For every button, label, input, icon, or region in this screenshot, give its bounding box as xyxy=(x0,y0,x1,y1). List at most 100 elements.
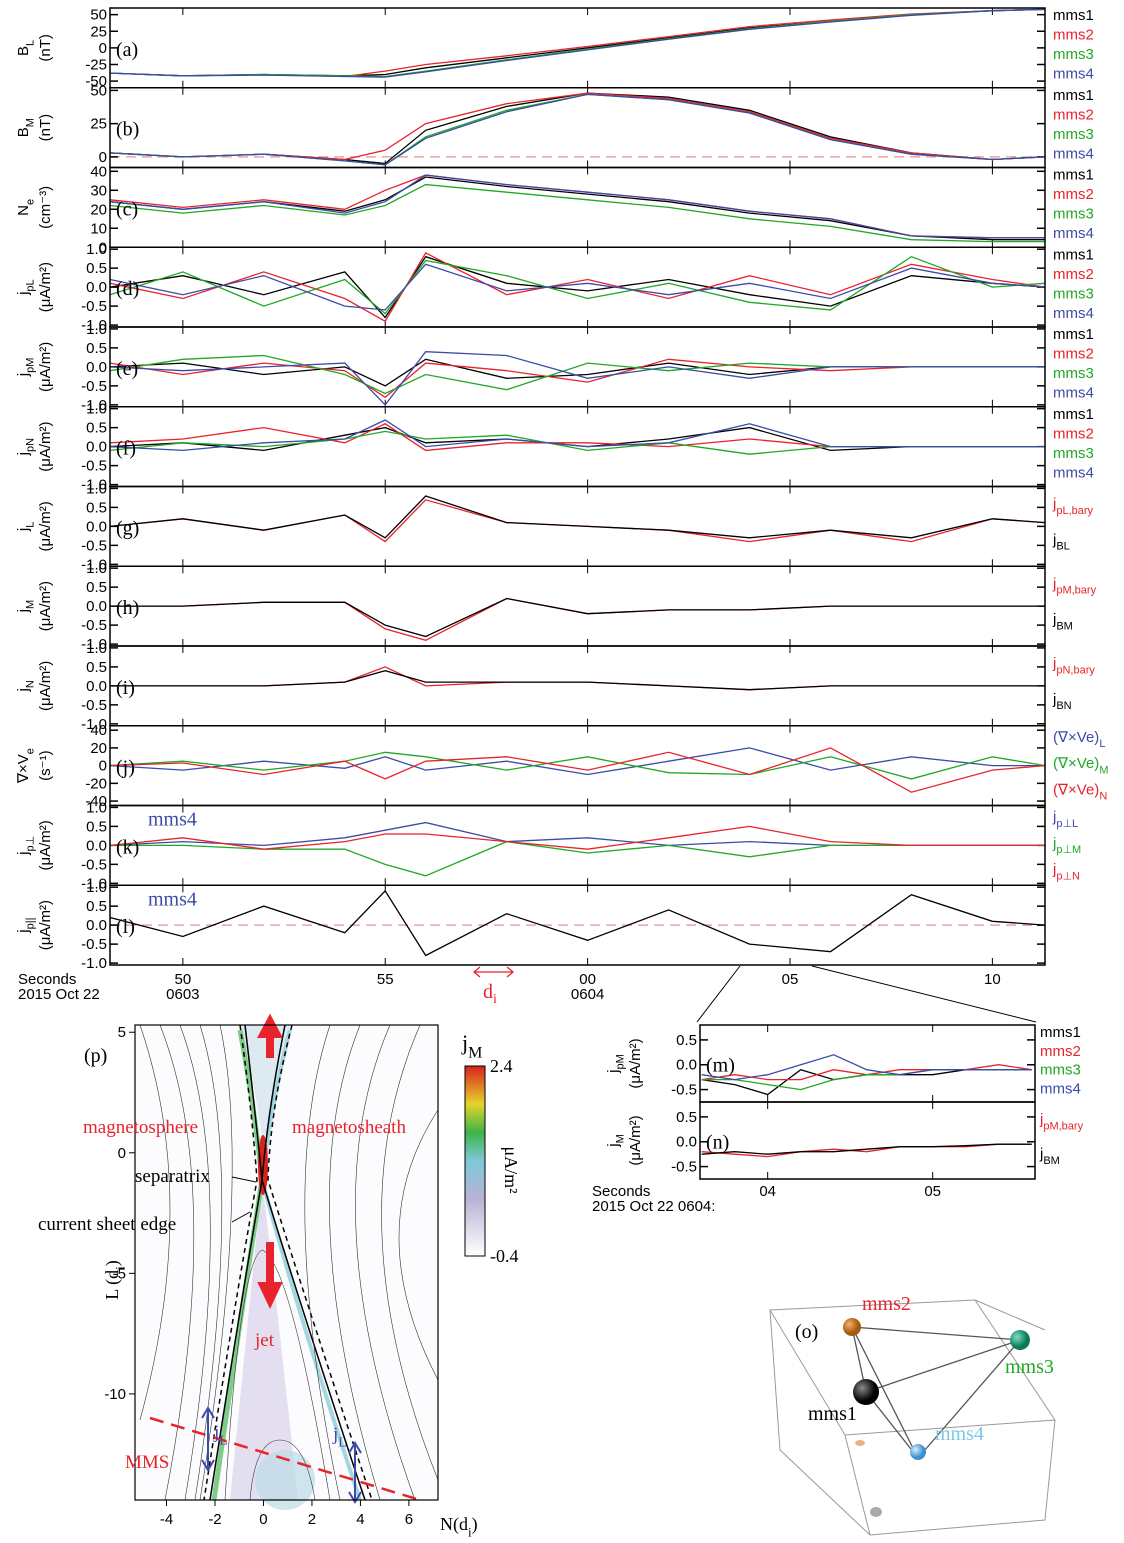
legend-entry-sub: pM,bary xyxy=(1043,1120,1083,1132)
legend-entry-main: j xyxy=(1052,496,1056,513)
y-label-main: j xyxy=(605,1069,622,1073)
legend-entry: mms2 xyxy=(1053,425,1094,442)
current-sheet-edge xyxy=(203,1024,258,1501)
y-label-sub: M xyxy=(24,600,36,609)
annotation-main: j xyxy=(213,1422,219,1443)
separatrix-band xyxy=(259,1029,362,1501)
legend-entry-main: mms4 xyxy=(1053,145,1094,162)
legend-entry-main: mms3 xyxy=(1053,445,1094,462)
y-tick-label: 20 xyxy=(90,740,107,757)
y-unit: (μA/m²) xyxy=(37,262,54,312)
y-label-main: j xyxy=(15,292,32,296)
y-tick-label: 0 xyxy=(118,1145,126,1162)
y-tick-label: -1.0 xyxy=(81,875,107,892)
y-tick-label: -1.0 xyxy=(81,636,107,653)
jet-core xyxy=(255,1450,315,1510)
y-unit: (μA/m²) xyxy=(627,1115,644,1165)
panel-label: (o) xyxy=(795,1321,818,1343)
y-tick-label: -40 xyxy=(85,793,107,810)
legend-entry: jBL xyxy=(1052,531,1070,552)
legend-entry-main: mms3 xyxy=(1053,206,1094,223)
annotation: jL xyxy=(213,1422,228,1449)
x-tick-label: -2 xyxy=(208,1511,221,1528)
y-label-main: j xyxy=(15,852,32,856)
panel-label: (g) xyxy=(116,517,139,539)
legend-entry: mms4 xyxy=(1053,464,1094,481)
y-unit: (μA/m²) xyxy=(37,501,54,551)
y-tick-label: 0 xyxy=(99,40,107,57)
legend-entry-sub: p⊥N xyxy=(1056,870,1080,882)
legend-entry: mms3 xyxy=(1053,206,1094,223)
legend-entry-main: mms3 xyxy=(1053,365,1094,382)
panel-label: (b) xyxy=(116,119,139,141)
legend-entry-main: j xyxy=(1052,531,1056,548)
series-line xyxy=(109,8,1046,77)
y-label-sub: L xyxy=(24,522,36,528)
date-label: 2015 Oct 22 0604: xyxy=(592,1198,715,1215)
pointer xyxy=(231,1176,257,1183)
colorbar xyxy=(464,1065,486,1257)
legend-entry: mms3 xyxy=(1053,126,1094,143)
y-tick-label: -0.5 xyxy=(81,537,107,554)
legend-entry-main: mms2 xyxy=(1053,266,1094,283)
legend-entry: jp⊥L xyxy=(1052,809,1078,830)
legend-entry: mms2 xyxy=(1053,186,1094,203)
scale-bar-text: d xyxy=(483,981,493,1003)
annotation-sub: L xyxy=(219,1434,228,1449)
region-label: jet xyxy=(254,1330,275,1351)
y-tick-label: 0.0 xyxy=(86,837,107,854)
series-line xyxy=(110,670,1045,691)
panel-label: (c) xyxy=(116,198,138,220)
sc-label: mms3 xyxy=(1005,1356,1054,1378)
x-tick-label: 10 xyxy=(984,971,1001,988)
y-tick-label: 20 xyxy=(90,201,107,218)
series-line xyxy=(109,821,1045,847)
y-tick-label: 0 xyxy=(99,758,107,775)
y-tick-label: 0.5 xyxy=(676,1109,697,1126)
legend-entry: (∇×Ve)L xyxy=(1053,729,1105,750)
jl-arrow xyxy=(201,1406,215,1472)
y-tick-label: -1.0 xyxy=(81,397,107,414)
annotation: MMS xyxy=(125,1452,169,1473)
x-tick-label: 0603 xyxy=(166,986,199,1003)
y-tick-label: 0.5 xyxy=(86,579,107,596)
y-tick-label: 25 xyxy=(90,116,107,133)
series-line xyxy=(109,495,1046,539)
series-line xyxy=(109,8,1046,78)
legend-entry: mms4 xyxy=(1053,145,1094,162)
y-tick-label: 0.5 xyxy=(86,898,107,915)
legend-entry: jpM,bary xyxy=(1052,575,1097,596)
legend-entry-main: mms4 xyxy=(1053,66,1094,83)
legend-entry: jpN,bary xyxy=(1052,655,1095,676)
y-tick-label: -0.5 xyxy=(81,856,107,873)
legend-entry-main: mms1 xyxy=(1053,7,1094,24)
series-line xyxy=(109,8,1046,78)
y-label-sub: L xyxy=(24,40,36,46)
panel-label: (n) xyxy=(706,1132,729,1154)
series-line xyxy=(109,8,1046,78)
date-label: 2015 Oct 22 xyxy=(18,986,100,1003)
legend-entry-main: mms1 xyxy=(1053,167,1094,184)
legend-entry: mms3 xyxy=(1053,365,1094,382)
annotation-main: j xyxy=(332,1424,338,1445)
colorbar-title-sub: M xyxy=(468,1045,482,1062)
tetra-edges xyxy=(851,1326,1021,1459)
colorbar-unit: μA/m² xyxy=(501,1146,521,1193)
y-unit: (μA/m²) xyxy=(37,581,54,631)
y-tick-label: 1.0 xyxy=(86,321,107,338)
legend-entry: mms2 xyxy=(1040,1043,1081,1060)
y-label-main: L (d xyxy=(102,1270,123,1300)
panel-label: (p) xyxy=(84,1045,107,1067)
y-tick-label: 0.0 xyxy=(86,678,107,695)
y-label-tail: ) xyxy=(102,1260,123,1266)
y-label: jpL xyxy=(15,279,36,296)
y-tick-label: 0.0 xyxy=(676,1134,697,1151)
y-tick-label: 1.0 xyxy=(86,879,107,896)
y-unit: (μA/m²) xyxy=(37,342,54,392)
y-unit: (μA/m²) xyxy=(37,900,54,950)
legend-entry-main: j xyxy=(1052,575,1056,592)
legend-entry-sub: BM xyxy=(1056,620,1073,632)
shadow xyxy=(855,1440,865,1446)
